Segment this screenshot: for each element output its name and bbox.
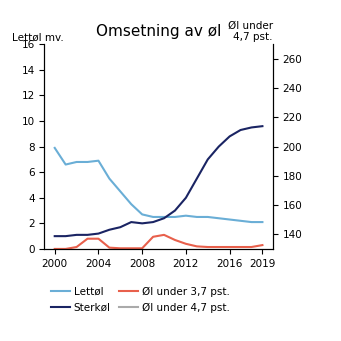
Text: Lettøl mv.: Lettøl mv. (12, 32, 64, 42)
Text: Øl under
4,7 pst.: Øl under 4,7 pst. (228, 21, 273, 42)
Title: Omsetning av øl: Omsetning av øl (96, 24, 221, 39)
Legend: Lettøl, Sterkøl, Øl under 3,7 pst., Øl under 4,7 pst.: Lettøl, Sterkøl, Øl under 3,7 pst., Øl u… (51, 287, 230, 312)
